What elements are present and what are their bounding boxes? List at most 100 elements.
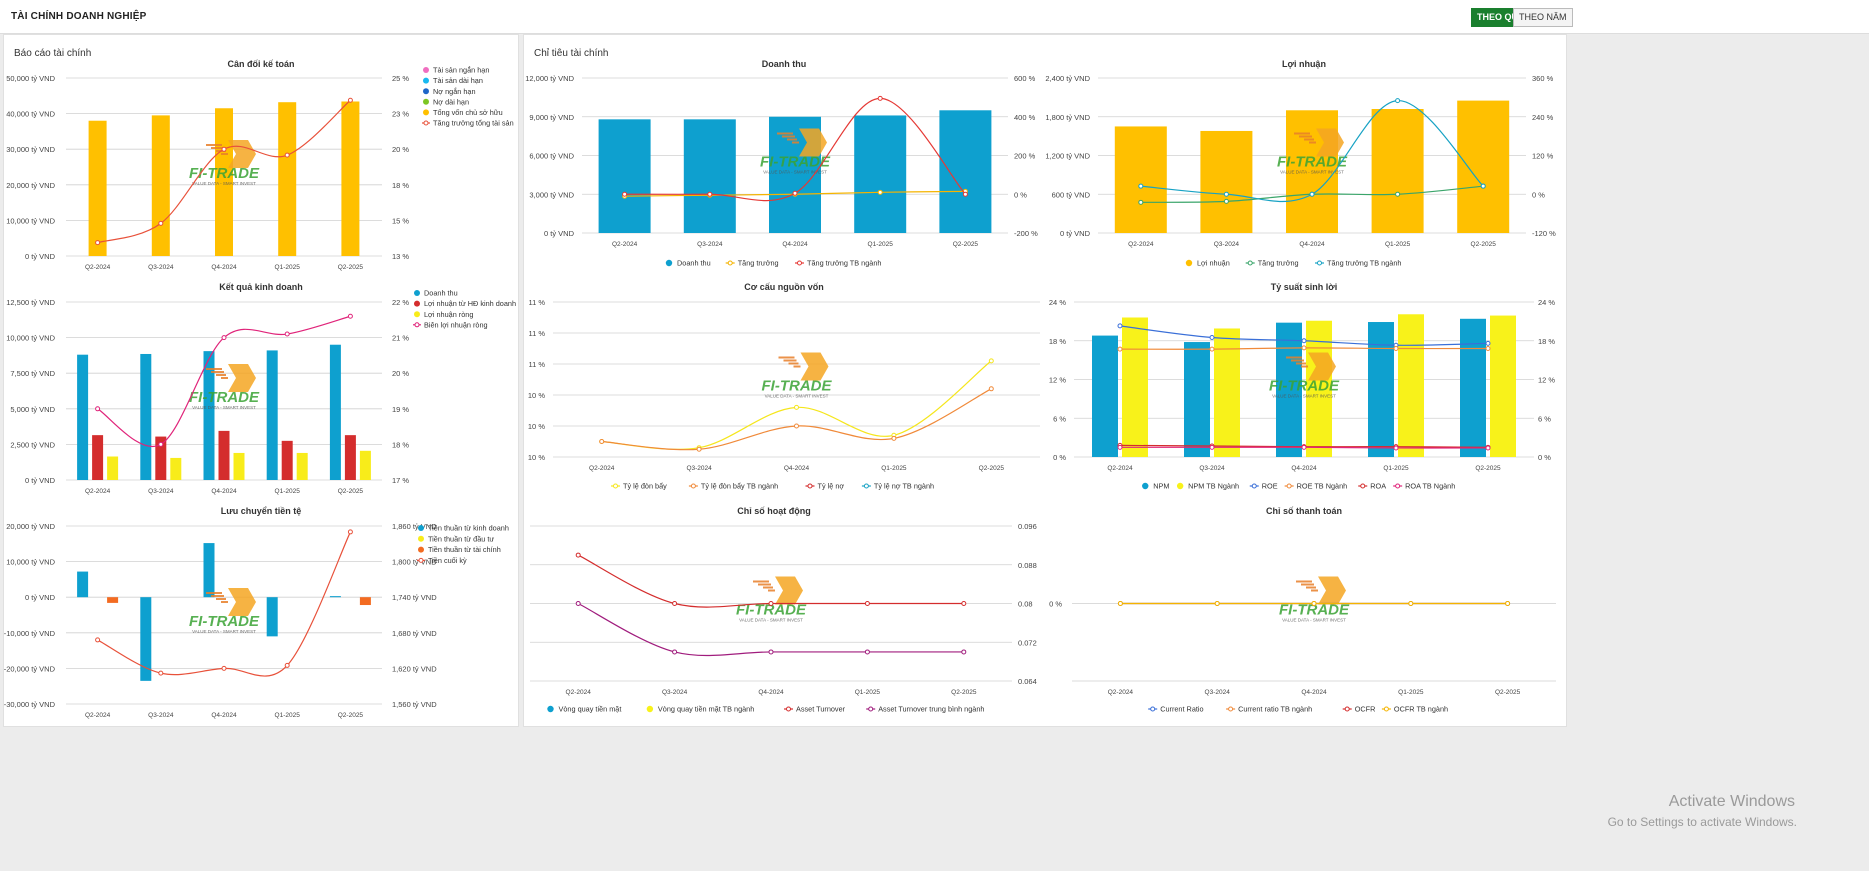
data-point <box>575 601 581 606</box>
chart-tt: Chỉ số thanh toán 0 % Q2-2024 Q3-2024 Q4-202… <box>1049 506 1556 714</box>
data-point <box>768 649 774 655</box>
bar-NPM TB Ngành <box>1398 314 1424 457</box>
legend-label: OCFR <box>1355 705 1376 714</box>
x-tick-label: Q2-2025 <box>1475 465 1501 472</box>
bar-Tiền thuần từ kinh doanh <box>203 543 215 598</box>
logo-stripe <box>221 377 228 379</box>
legend-marker <box>1360 483 1366 489</box>
x-tick-label: Q4-2024 <box>211 488 237 495</box>
bar-NPM <box>1276 322 1302 457</box>
legend-label: Tài sản ngắn hạn <box>433 66 489 75</box>
y-tick-label: 18 % <box>1049 337 1066 346</box>
chart-cf: Lưu chuyển tiền tệ -30,000 tỷ VND -20,000 … <box>4 506 509 719</box>
logo-stripe <box>206 592 222 594</box>
legend-label: ROA TB Ngành <box>1405 482 1455 491</box>
bar-Doanh thu <box>77 354 89 480</box>
legend-marker <box>786 706 791 712</box>
y2-tick-label: 0.072 <box>1018 638 1037 647</box>
x-tick-label: Q4-2024 <box>211 264 237 271</box>
legend-label: Current ratio TB ngành <box>1238 705 1312 714</box>
legend-label: Tiền cuối kỳ <box>428 556 467 565</box>
logo-tagline: VALUE DATA - SMART INVEST <box>763 170 827 175</box>
legend-label: Lợi nhuận <box>1197 259 1230 268</box>
chart-title: Tỷ suất sinh lời <box>1271 282 1337 292</box>
data-point <box>1209 335 1215 341</box>
logo-stripe <box>753 580 769 583</box>
y-tick-label: 1,800 tỷ VND <box>1045 113 1090 122</box>
logo-tagline: VALUE DATA - SMART INVEST <box>1282 618 1346 623</box>
bar-Lợi nhuận từ HĐ kinh doanh <box>344 435 356 480</box>
logo-brand: FI-TRADE <box>189 165 260 182</box>
data-point <box>347 313 353 319</box>
y2-tick-label: 0.064 <box>1018 677 1037 686</box>
x-tick-label: Q2-2024 <box>85 264 111 271</box>
bar-Doanh thu <box>939 110 992 233</box>
x-tick-label: Q4-2024 <box>211 712 237 719</box>
logo-stripe <box>782 135 795 138</box>
y2-tick-label: 22 % <box>392 298 409 307</box>
legend-marker <box>418 525 424 531</box>
bar-Tiền thuần từ tài chính <box>359 597 371 606</box>
data-point <box>1393 445 1399 451</box>
y2-tick-label: 12 % <box>1538 376 1555 385</box>
legend-label: Tỷ lệ đòn bẩy <box>623 482 667 491</box>
series-line-Tiền cuối kỳ <box>97 531 351 677</box>
logo-stripe <box>1294 132 1310 135</box>
data-point <box>961 649 967 655</box>
chart-dt: Doanh thu 0 tỷ VND 3,000 tỷ VND 6,000 tỷ VN… <box>525 59 1038 268</box>
x-tick-label: Q3-2024 <box>1205 689 1231 696</box>
y2-tick-label: 1,680 tỷ VND <box>392 629 437 638</box>
x-tick-label: Q3-2024 <box>697 241 723 248</box>
bar-NPM <box>1460 318 1486 457</box>
logo-stripe <box>778 356 795 359</box>
y-tick-label: 0 tỷ VND <box>25 476 56 485</box>
data-point <box>891 435 897 441</box>
bar-Tổng vốn chủ sở hữu <box>341 101 360 256</box>
y-tick-label: 10,000 tỷ VND <box>6 334 55 343</box>
data-point <box>1138 183 1144 189</box>
y-tick-label: 9,000 tỷ VND <box>529 113 574 122</box>
logo-arrow <box>1318 576 1346 605</box>
legend-marker <box>1317 260 1322 266</box>
data-point <box>672 649 678 655</box>
logo-brand: FI-TRADE <box>760 154 831 171</box>
data-point <box>961 601 967 606</box>
data-point <box>1301 338 1307 344</box>
legend-label: Tỷ lệ nợ TB ngành <box>874 482 934 491</box>
x-tick-label: Q1-2025 <box>275 264 301 271</box>
x-tick-label: Q4-2024 <box>784 465 810 472</box>
legend-label: Tăng trưởng <box>738 259 779 268</box>
toggle-year-button[interactable]: THEO NĂM <box>1513 8 1573 27</box>
legend-label: Doanh thu <box>677 259 711 268</box>
logo-brand: FI-TRADE <box>189 613 260 630</box>
bar-NPM TB Ngành <box>1214 328 1240 457</box>
data-point <box>1485 340 1491 346</box>
legend-marker <box>1185 259 1193 267</box>
logo-stripe <box>211 147 224 149</box>
x-tick-label: Q2-2024 <box>612 241 638 248</box>
data-point <box>1117 323 1123 329</box>
bar-Lợi nhuận <box>1457 100 1510 234</box>
logo-arrow <box>228 364 256 392</box>
y-tick-label: 2,400 tỷ VND <box>1045 74 1090 83</box>
legend-marker <box>423 67 429 73</box>
financial-indicators-title: Chỉ tiêu tài chính <box>534 48 609 59</box>
data-point <box>768 601 774 606</box>
logo-tagline: VALUE DATA - SMART INVEST <box>739 618 803 623</box>
y-tick-label: 0 tỷ VND <box>25 593 56 602</box>
chart-title: Cơ cấu nguồn vốn <box>744 282 823 292</box>
data-point <box>221 665 227 671</box>
y2-tick-label: 15 % <box>392 216 409 225</box>
data-point <box>1393 346 1399 351</box>
logo-brand: FI-TRADE <box>189 389 260 406</box>
data-point <box>794 404 799 410</box>
y2-tick-label: 120 % <box>1532 152 1554 161</box>
chart-ccnv: Cơ cấu nguồn vốn 10 % 10 % 10 % 11 % 11 % 11 %… <box>528 282 1040 491</box>
chart-title: Doanh thu <box>762 59 807 69</box>
y2-tick-label: 17 % <box>392 476 409 485</box>
y2-tick-label: 23 % <box>392 110 409 119</box>
y2-tick-label: 18 % <box>1538 337 1555 346</box>
x-tick-label: Q1-2025 <box>868 241 894 248</box>
